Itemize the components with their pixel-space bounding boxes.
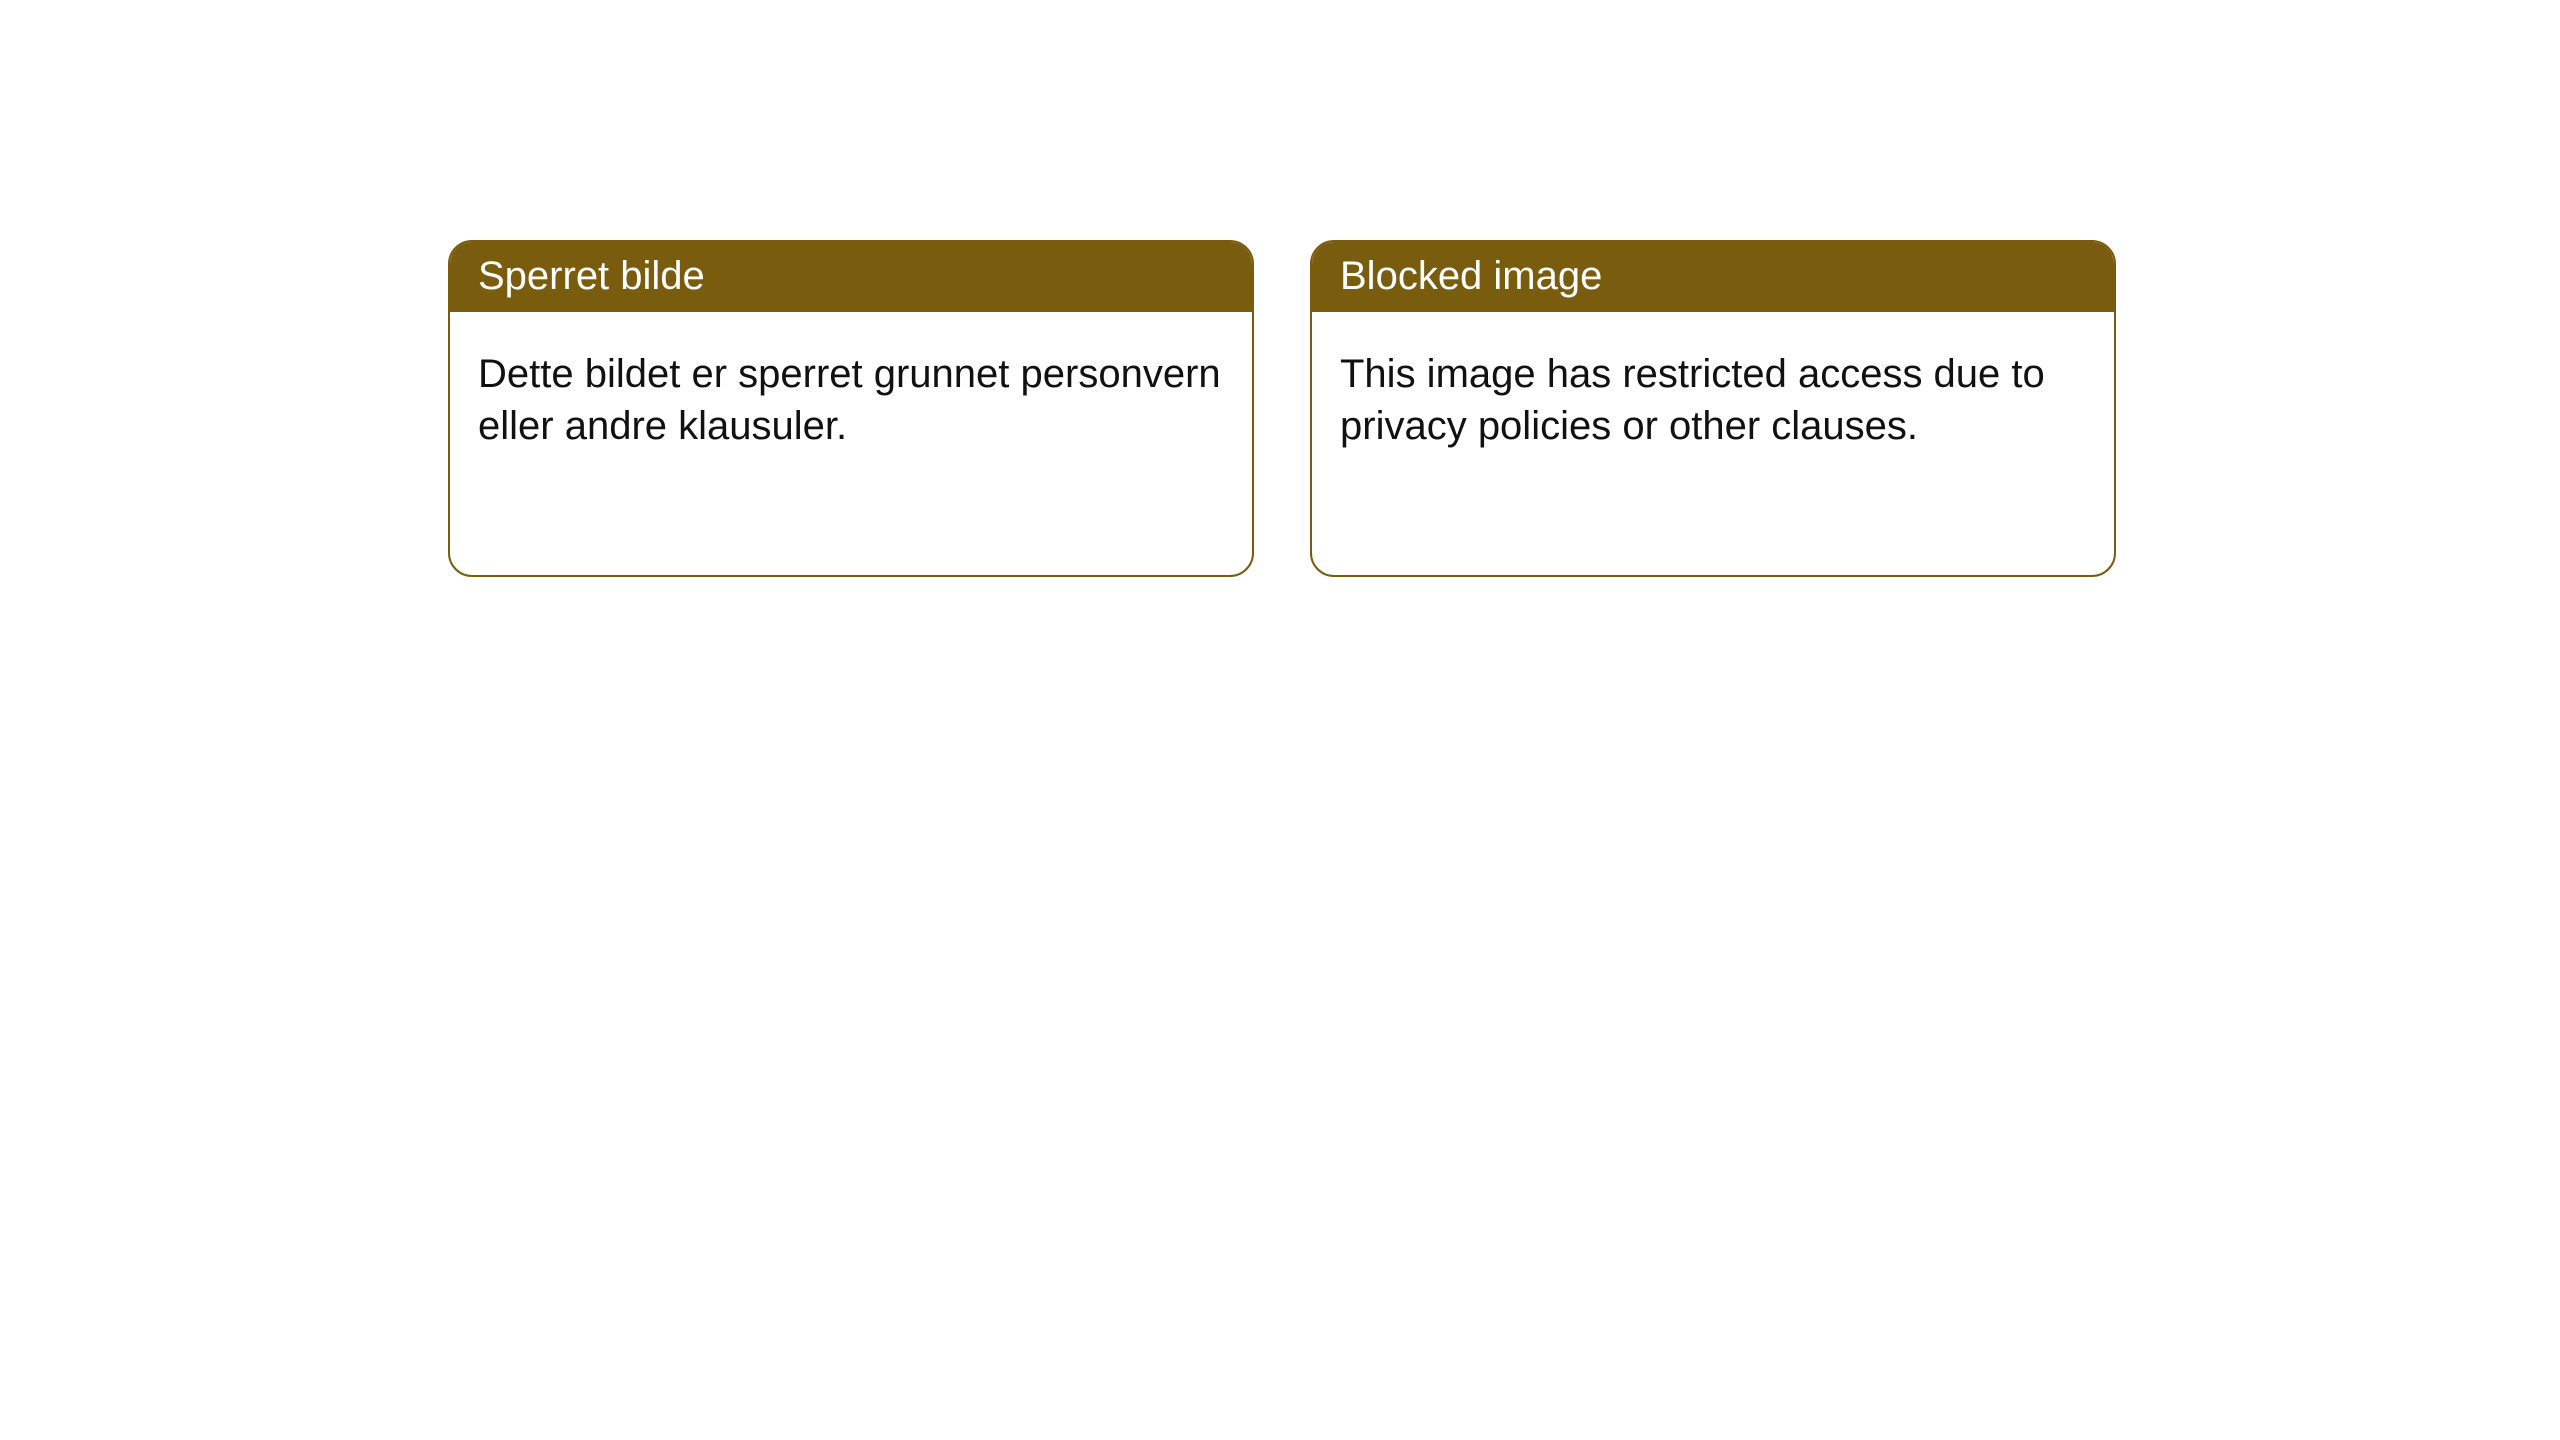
notice-card-english: Blocked image This image has restricted … [1310, 240, 2116, 577]
notice-card-body: Dette bildet er sperret grunnet personve… [450, 312, 1252, 488]
notice-card-title: Blocked image [1312, 242, 2114, 312]
notice-card-body: This image has restricted access due to … [1312, 312, 2114, 488]
notice-container: Sperret bilde Dette bildet er sperret gr… [0, 0, 2560, 577]
notice-card-title: Sperret bilde [450, 242, 1252, 312]
notice-card-norwegian: Sperret bilde Dette bildet er sperret gr… [448, 240, 1254, 577]
